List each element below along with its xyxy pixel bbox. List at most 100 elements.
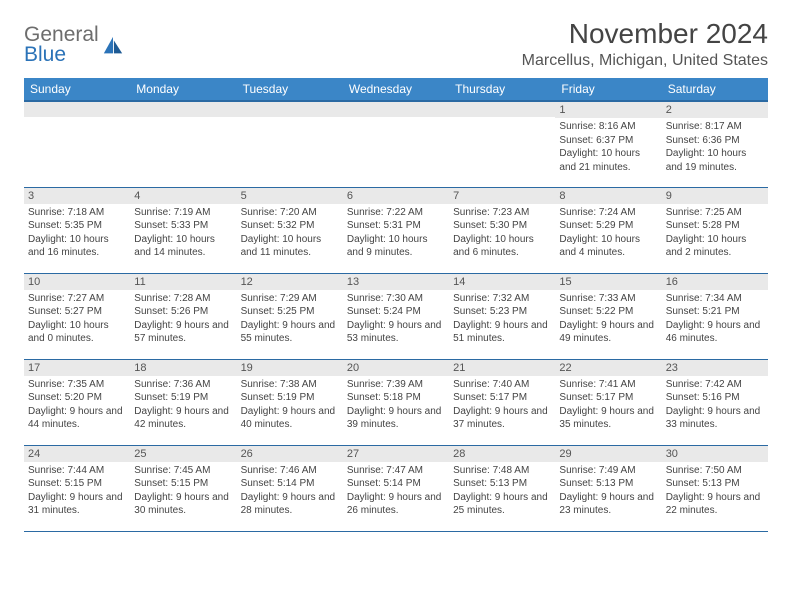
day-details: Sunrise: 7:47 AMSunset: 5:14 PMDaylight:…: [343, 462, 449, 522]
sunset-text: Sunset: 5:14 PM: [347, 477, 445, 491]
daylight-text: Daylight: 9 hours and 22 minutes.: [666, 491, 764, 518]
sunrise-text: Sunrise: 7:30 AM: [347, 292, 445, 306]
daylight-text: Daylight: 9 hours and 40 minutes.: [241, 405, 339, 432]
daylight-text: Daylight: 9 hours and 30 minutes.: [134, 491, 232, 518]
sunrise-text: Sunrise: 7:45 AM: [134, 464, 232, 478]
sunrise-text: Sunrise: 7:42 AM: [666, 378, 764, 392]
weekday-header: Monday: [130, 78, 236, 101]
sunset-text: Sunset: 5:29 PM: [559, 219, 657, 233]
brand-logo: General Blue: [24, 18, 124, 65]
calendar-day-cell: 16Sunrise: 7:34 AMSunset: 5:21 PMDayligh…: [662, 273, 768, 359]
day-number: 13: [343, 274, 449, 290]
sunrise-text: Sunrise: 7:33 AM: [559, 292, 657, 306]
daylight-text: Daylight: 9 hours and 35 minutes.: [559, 405, 657, 432]
sunset-text: Sunset: 5:27 PM: [28, 305, 126, 319]
sunrise-text: Sunrise: 8:16 AM: [559, 120, 657, 134]
day-number: 23: [662, 360, 768, 376]
day-number: 17: [24, 360, 130, 376]
day-number: 25: [130, 446, 236, 462]
day-details: Sunrise: 7:19 AMSunset: 5:33 PMDaylight:…: [130, 204, 236, 264]
sunrise-text: Sunrise: 7:46 AM: [241, 464, 339, 478]
day-details: Sunrise: 7:28 AMSunset: 5:26 PMDaylight:…: [130, 290, 236, 350]
sunset-text: Sunset: 5:20 PM: [28, 391, 126, 405]
calendar-day-cell: 14Sunrise: 7:32 AMSunset: 5:23 PMDayligh…: [449, 273, 555, 359]
sunset-text: Sunset: 5:33 PM: [134, 219, 232, 233]
day-number: 5: [237, 188, 343, 204]
calendar-day-cell: 20Sunrise: 7:39 AMSunset: 5:18 PMDayligh…: [343, 359, 449, 445]
day-number: [343, 102, 449, 117]
sunset-text: Sunset: 5:25 PM: [241, 305, 339, 319]
sunrise-text: Sunrise: 7:47 AM: [347, 464, 445, 478]
sunrise-text: Sunrise: 7:41 AM: [559, 378, 657, 392]
calendar-day-cell: [24, 101, 130, 187]
day-details: [130, 117, 236, 123]
sunset-text: Sunset: 5:14 PM: [241, 477, 339, 491]
weekday-header: Tuesday: [237, 78, 343, 101]
day-number: 3: [24, 188, 130, 204]
sunset-text: Sunset: 5:31 PM: [347, 219, 445, 233]
calendar-day-cell: 12Sunrise: 7:29 AMSunset: 5:25 PMDayligh…: [237, 273, 343, 359]
sunrise-text: Sunrise: 7:18 AM: [28, 206, 126, 220]
month-title: November 2024: [522, 18, 768, 50]
sunrise-text: Sunrise: 7:22 AM: [347, 206, 445, 220]
sunrise-text: Sunrise: 8:17 AM: [666, 120, 764, 134]
day-details: Sunrise: 7:46 AMSunset: 5:14 PMDaylight:…: [237, 462, 343, 522]
day-number: 7: [449, 188, 555, 204]
weekday-header: Saturday: [662, 78, 768, 101]
day-details: Sunrise: 7:30 AMSunset: 5:24 PMDaylight:…: [343, 290, 449, 350]
daylight-text: Daylight: 10 hours and 14 minutes.: [134, 233, 232, 260]
day-details: Sunrise: 7:33 AMSunset: 5:22 PMDaylight:…: [555, 290, 661, 350]
day-number: 29: [555, 446, 661, 462]
sunset-text: Sunset: 6:37 PM: [559, 134, 657, 148]
sunrise-text: Sunrise: 7:34 AM: [666, 292, 764, 306]
sunset-text: Sunset: 6:36 PM: [666, 134, 764, 148]
day-number: 19: [237, 360, 343, 376]
day-number: 28: [449, 446, 555, 462]
weekday-header: Thursday: [449, 78, 555, 101]
day-number: 12: [237, 274, 343, 290]
daylight-text: Daylight: 9 hours and 25 minutes.: [453, 491, 551, 518]
calendar-body: 1Sunrise: 8:16 AMSunset: 6:37 PMDaylight…: [24, 101, 768, 531]
day-number: 27: [343, 446, 449, 462]
day-details: Sunrise: 7:27 AMSunset: 5:27 PMDaylight:…: [24, 290, 130, 350]
day-number: 11: [130, 274, 236, 290]
sunset-text: Sunset: 5:30 PM: [453, 219, 551, 233]
day-details: Sunrise: 7:23 AMSunset: 5:30 PMDaylight:…: [449, 204, 555, 264]
calendar-day-cell: 8Sunrise: 7:24 AMSunset: 5:29 PMDaylight…: [555, 187, 661, 273]
weekday-header: Wednesday: [343, 78, 449, 101]
daylight-text: Daylight: 9 hours and 37 minutes.: [453, 405, 551, 432]
sunrise-text: Sunrise: 7:36 AM: [134, 378, 232, 392]
calendar-day-cell: 3Sunrise: 7:18 AMSunset: 5:35 PMDaylight…: [24, 187, 130, 273]
day-number: 22: [555, 360, 661, 376]
sunrise-text: Sunrise: 7:44 AM: [28, 464, 126, 478]
calendar-day-cell: 29Sunrise: 7:49 AMSunset: 5:13 PMDayligh…: [555, 445, 661, 531]
day-details: Sunrise: 7:41 AMSunset: 5:17 PMDaylight:…: [555, 376, 661, 436]
calendar-week-row: 17Sunrise: 7:35 AMSunset: 5:20 PMDayligh…: [24, 359, 768, 445]
calendar-week-row: 1Sunrise: 8:16 AMSunset: 6:37 PMDaylight…: [24, 101, 768, 187]
day-number: [24, 102, 130, 117]
sunset-text: Sunset: 5:35 PM: [28, 219, 126, 233]
sail-icon: [102, 35, 124, 57]
day-details: Sunrise: 7:48 AMSunset: 5:13 PMDaylight:…: [449, 462, 555, 522]
sunset-text: Sunset: 5:32 PM: [241, 219, 339, 233]
sunrise-text: Sunrise: 7:48 AM: [453, 464, 551, 478]
calendar-week-row: 24Sunrise: 7:44 AMSunset: 5:15 PMDayligh…: [24, 445, 768, 531]
calendar-day-cell: 26Sunrise: 7:46 AMSunset: 5:14 PMDayligh…: [237, 445, 343, 531]
sunrise-text: Sunrise: 7:25 AM: [666, 206, 764, 220]
daylight-text: Daylight: 9 hours and 53 minutes.: [347, 319, 445, 346]
header: General Blue November 2024 Marcellus, Mi…: [24, 18, 768, 70]
sunrise-text: Sunrise: 7:23 AM: [453, 206, 551, 220]
calendar-day-cell: 2Sunrise: 8:17 AMSunset: 6:36 PMDaylight…: [662, 101, 768, 187]
calendar-day-cell: 24Sunrise: 7:44 AMSunset: 5:15 PMDayligh…: [24, 445, 130, 531]
sunrise-text: Sunrise: 7:49 AM: [559, 464, 657, 478]
day-number: 2: [662, 102, 768, 118]
calendar-week-row: 10Sunrise: 7:27 AMSunset: 5:27 PMDayligh…: [24, 273, 768, 359]
sunset-text: Sunset: 5:26 PM: [134, 305, 232, 319]
day-details: Sunrise: 7:44 AMSunset: 5:15 PMDaylight:…: [24, 462, 130, 522]
brand-part2: Blue: [24, 44, 99, 65]
sunrise-text: Sunrise: 7:24 AM: [559, 206, 657, 220]
calendar-day-cell: 30Sunrise: 7:50 AMSunset: 5:13 PMDayligh…: [662, 445, 768, 531]
sunset-text: Sunset: 5:19 PM: [241, 391, 339, 405]
daylight-text: Daylight: 9 hours and 42 minutes.: [134, 405, 232, 432]
sunrise-text: Sunrise: 7:19 AM: [134, 206, 232, 220]
